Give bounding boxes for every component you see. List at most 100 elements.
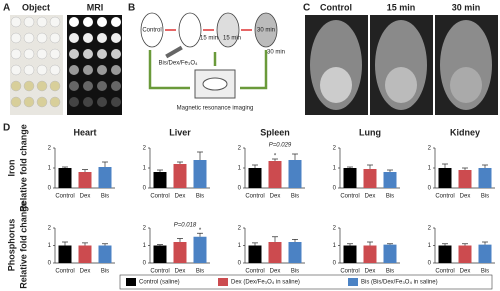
legend-swatch bbox=[218, 278, 228, 286]
y-tick-label: 1 bbox=[333, 243, 337, 249]
y-tick-label: 0 bbox=[48, 186, 52, 192]
well bbox=[49, 32, 61, 44]
bar bbox=[58, 245, 72, 263]
well bbox=[69, 49, 79, 59]
y-tick-label: 2 bbox=[143, 226, 147, 232]
bar bbox=[288, 242, 302, 263]
bar bbox=[153, 245, 167, 263]
well bbox=[97, 49, 107, 59]
well bbox=[10, 32, 22, 44]
y-tick-label: 2 bbox=[428, 226, 432, 232]
x-tick-label: Bis bbox=[481, 194, 489, 200]
well bbox=[23, 80, 35, 92]
well bbox=[36, 32, 48, 44]
error-bar bbox=[177, 161, 183, 164]
bar bbox=[343, 245, 357, 263]
well bbox=[83, 65, 93, 75]
y-tick-label: 1 bbox=[428, 243, 432, 249]
y-tick-label: 2 bbox=[333, 146, 337, 152]
chart-title: Lung bbox=[359, 127, 381, 137]
error-bar bbox=[347, 166, 353, 168]
mri-scans bbox=[305, 15, 498, 115]
bar bbox=[58, 168, 72, 188]
y-tick-label: 1 bbox=[333, 166, 337, 172]
error-bar bbox=[62, 166, 68, 168]
legend-label: Control (saline) bbox=[139, 280, 180, 286]
x-tick-label: Control bbox=[55, 194, 74, 200]
well bbox=[69, 97, 79, 107]
well bbox=[111, 49, 121, 59]
y-tick-label: 1 bbox=[428, 166, 432, 172]
panel-label: Object bbox=[22, 2, 50, 12]
error-bar bbox=[197, 151, 203, 160]
wells bbox=[10, 16, 121, 108]
error-bar bbox=[292, 239, 298, 242]
chart-title: Liver bbox=[169, 127, 191, 137]
y-tick-label: 2 bbox=[48, 146, 52, 152]
y-tick-label: 0 bbox=[428, 186, 432, 192]
error-bar bbox=[482, 164, 488, 168]
y-tick-label: 0 bbox=[333, 261, 337, 267]
well bbox=[83, 49, 93, 59]
x-tick-label: Dex bbox=[80, 269, 91, 275]
legend-label: Dex (Dex/Fe₃O₄ in saline) bbox=[231, 280, 300, 286]
chart-title: Kidney bbox=[450, 127, 480, 137]
x-tick-label: Bis bbox=[101, 269, 109, 275]
y-tick-label: 0 bbox=[333, 186, 337, 192]
well bbox=[111, 97, 121, 107]
x-tick-label: Dex bbox=[175, 269, 186, 275]
row-label: Iron bbox=[6, 160, 16, 177]
legend-swatch bbox=[348, 278, 358, 286]
x-tick-label: Bis bbox=[291, 269, 299, 275]
error-bar bbox=[367, 164, 373, 169]
well bbox=[97, 65, 107, 75]
error-bar bbox=[102, 243, 108, 246]
well bbox=[69, 33, 79, 43]
y-tick-label: 2 bbox=[428, 146, 432, 152]
well bbox=[36, 80, 48, 92]
error-bar bbox=[82, 242, 88, 246]
y-tick-label: 1 bbox=[238, 166, 242, 172]
well bbox=[49, 48, 61, 60]
x-tick-label: Bis bbox=[386, 269, 394, 275]
well bbox=[36, 16, 48, 28]
x-tick-label: Bis bbox=[196, 269, 204, 275]
legend-swatch bbox=[126, 278, 136, 286]
y-tick-label: 2 bbox=[143, 146, 147, 152]
error-bar bbox=[482, 241, 488, 245]
bar bbox=[78, 245, 92, 263]
bar bbox=[193, 160, 207, 188]
diagram-label: 15 min bbox=[223, 36, 241, 42]
y-tick-label: 1 bbox=[238, 243, 242, 249]
error-bar bbox=[442, 163, 448, 168]
x-tick-label: Control bbox=[340, 194, 359, 200]
bar bbox=[343, 168, 357, 188]
panel-letter: A bbox=[3, 3, 10, 14]
row-label: Relative fold change bbox=[18, 124, 28, 212]
bar bbox=[248, 245, 262, 263]
syringe bbox=[165, 45, 183, 59]
x-tick-label: Bis bbox=[481, 269, 489, 275]
well bbox=[69, 17, 79, 27]
well bbox=[36, 96, 48, 108]
bar bbox=[173, 242, 187, 263]
well bbox=[49, 80, 61, 92]
well bbox=[83, 97, 93, 107]
x-tick-label: Dex bbox=[270, 269, 281, 275]
y-tick-label: 2 bbox=[333, 226, 337, 232]
diagram-label: Control bbox=[142, 28, 161, 34]
error-bar bbox=[462, 243, 468, 246]
y-tick-label: 0 bbox=[428, 261, 432, 267]
panel-letter: C bbox=[303, 3, 310, 14]
y-tick-label: 2 bbox=[48, 226, 52, 232]
x-tick-label: Dex bbox=[80, 194, 91, 200]
error-bar bbox=[272, 236, 278, 242]
bar bbox=[78, 172, 92, 188]
error-bar bbox=[292, 153, 298, 160]
bar bbox=[438, 168, 452, 188]
error-bar bbox=[197, 232, 203, 237]
bar bbox=[478, 168, 492, 188]
well bbox=[111, 33, 121, 43]
error-bar bbox=[62, 241, 68, 246]
y-tick-label: 1 bbox=[143, 166, 147, 172]
